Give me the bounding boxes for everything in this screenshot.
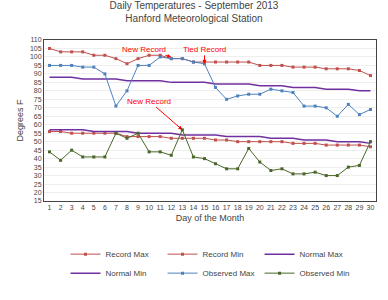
- svg-text:Record Min: Record Min: [203, 250, 244, 259]
- svg-text:3: 3: [70, 204, 74, 211]
- svg-text:Day of the Month: Day of the Month: [176, 213, 245, 223]
- svg-text:95: 95: [34, 62, 42, 69]
- svg-text:20: 20: [256, 204, 264, 211]
- svg-text:New Record: New Record: [122, 45, 166, 54]
- svg-text:24: 24: [300, 204, 308, 211]
- svg-text:90: 90: [34, 70, 42, 77]
- svg-text:55: 55: [34, 130, 42, 137]
- svg-text:28: 28: [344, 204, 352, 211]
- svg-text:9: 9: [136, 204, 140, 211]
- svg-text:19: 19: [245, 204, 253, 211]
- svg-text:30: 30: [367, 204, 375, 211]
- svg-text:2: 2: [59, 204, 63, 211]
- svg-text:Daily Temperatures - September: Daily Temperatures - September 2013Hanfo…: [110, 0, 279, 24]
- svg-text:18: 18: [234, 204, 242, 211]
- svg-text:26: 26: [322, 204, 330, 211]
- svg-text:15: 15: [34, 197, 42, 204]
- svg-text:100: 100: [30, 53, 42, 60]
- svg-text:65: 65: [34, 113, 42, 120]
- svg-text:Observed Max: Observed Max: [203, 269, 255, 278]
- svg-text:27: 27: [333, 204, 341, 211]
- svg-text:35: 35: [34, 164, 42, 171]
- svg-text:21: 21: [267, 204, 275, 211]
- svg-text:80: 80: [34, 87, 42, 94]
- svg-text:110: 110: [30, 36, 41, 43]
- svg-text:8: 8: [125, 204, 129, 211]
- svg-text:75: 75: [34, 96, 42, 103]
- svg-text:Normal Min: Normal Min: [106, 269, 147, 278]
- svg-text:13: 13: [178, 204, 186, 211]
- svg-text:25: 25: [34, 181, 42, 188]
- svg-text:12: 12: [167, 204, 175, 211]
- svg-text:45: 45: [34, 147, 42, 154]
- svg-text:1: 1: [48, 204, 52, 211]
- svg-text:14: 14: [190, 204, 198, 211]
- svg-text:17: 17: [223, 204, 231, 211]
- svg-text:25: 25: [311, 204, 319, 211]
- svg-text:Normal Max: Normal Max: [300, 250, 343, 259]
- svg-text:15: 15: [201, 204, 209, 211]
- svg-text:6: 6: [103, 204, 107, 211]
- svg-text:20: 20: [34, 189, 42, 196]
- svg-text:85: 85: [34, 79, 42, 86]
- svg-text:New Record: New Record: [127, 97, 171, 106]
- svg-text:Tied Record: Tied Record: [183, 45, 226, 54]
- svg-text:30: 30: [34, 172, 42, 179]
- svg-text:105: 105: [30, 45, 42, 52]
- svg-text:7: 7: [114, 204, 118, 211]
- svg-text:16: 16: [212, 204, 220, 211]
- svg-text:22: 22: [278, 204, 286, 211]
- svg-text:Observed Min: Observed Min: [300, 269, 350, 278]
- svg-text:10: 10: [145, 204, 153, 211]
- svg-text:23: 23: [289, 204, 297, 211]
- svg-text:40: 40: [34, 155, 42, 162]
- svg-text:5: 5: [92, 204, 96, 211]
- svg-text:11: 11: [157, 204, 164, 211]
- svg-text:Record Max: Record Max: [106, 250, 149, 259]
- svg-text:29: 29: [356, 204, 364, 211]
- svg-text:60: 60: [34, 121, 42, 128]
- svg-text:70: 70: [34, 104, 42, 111]
- svg-text:4: 4: [81, 204, 85, 211]
- svg-text:Degrees F: Degrees F: [15, 99, 25, 142]
- svg-text:50: 50: [34, 138, 42, 145]
